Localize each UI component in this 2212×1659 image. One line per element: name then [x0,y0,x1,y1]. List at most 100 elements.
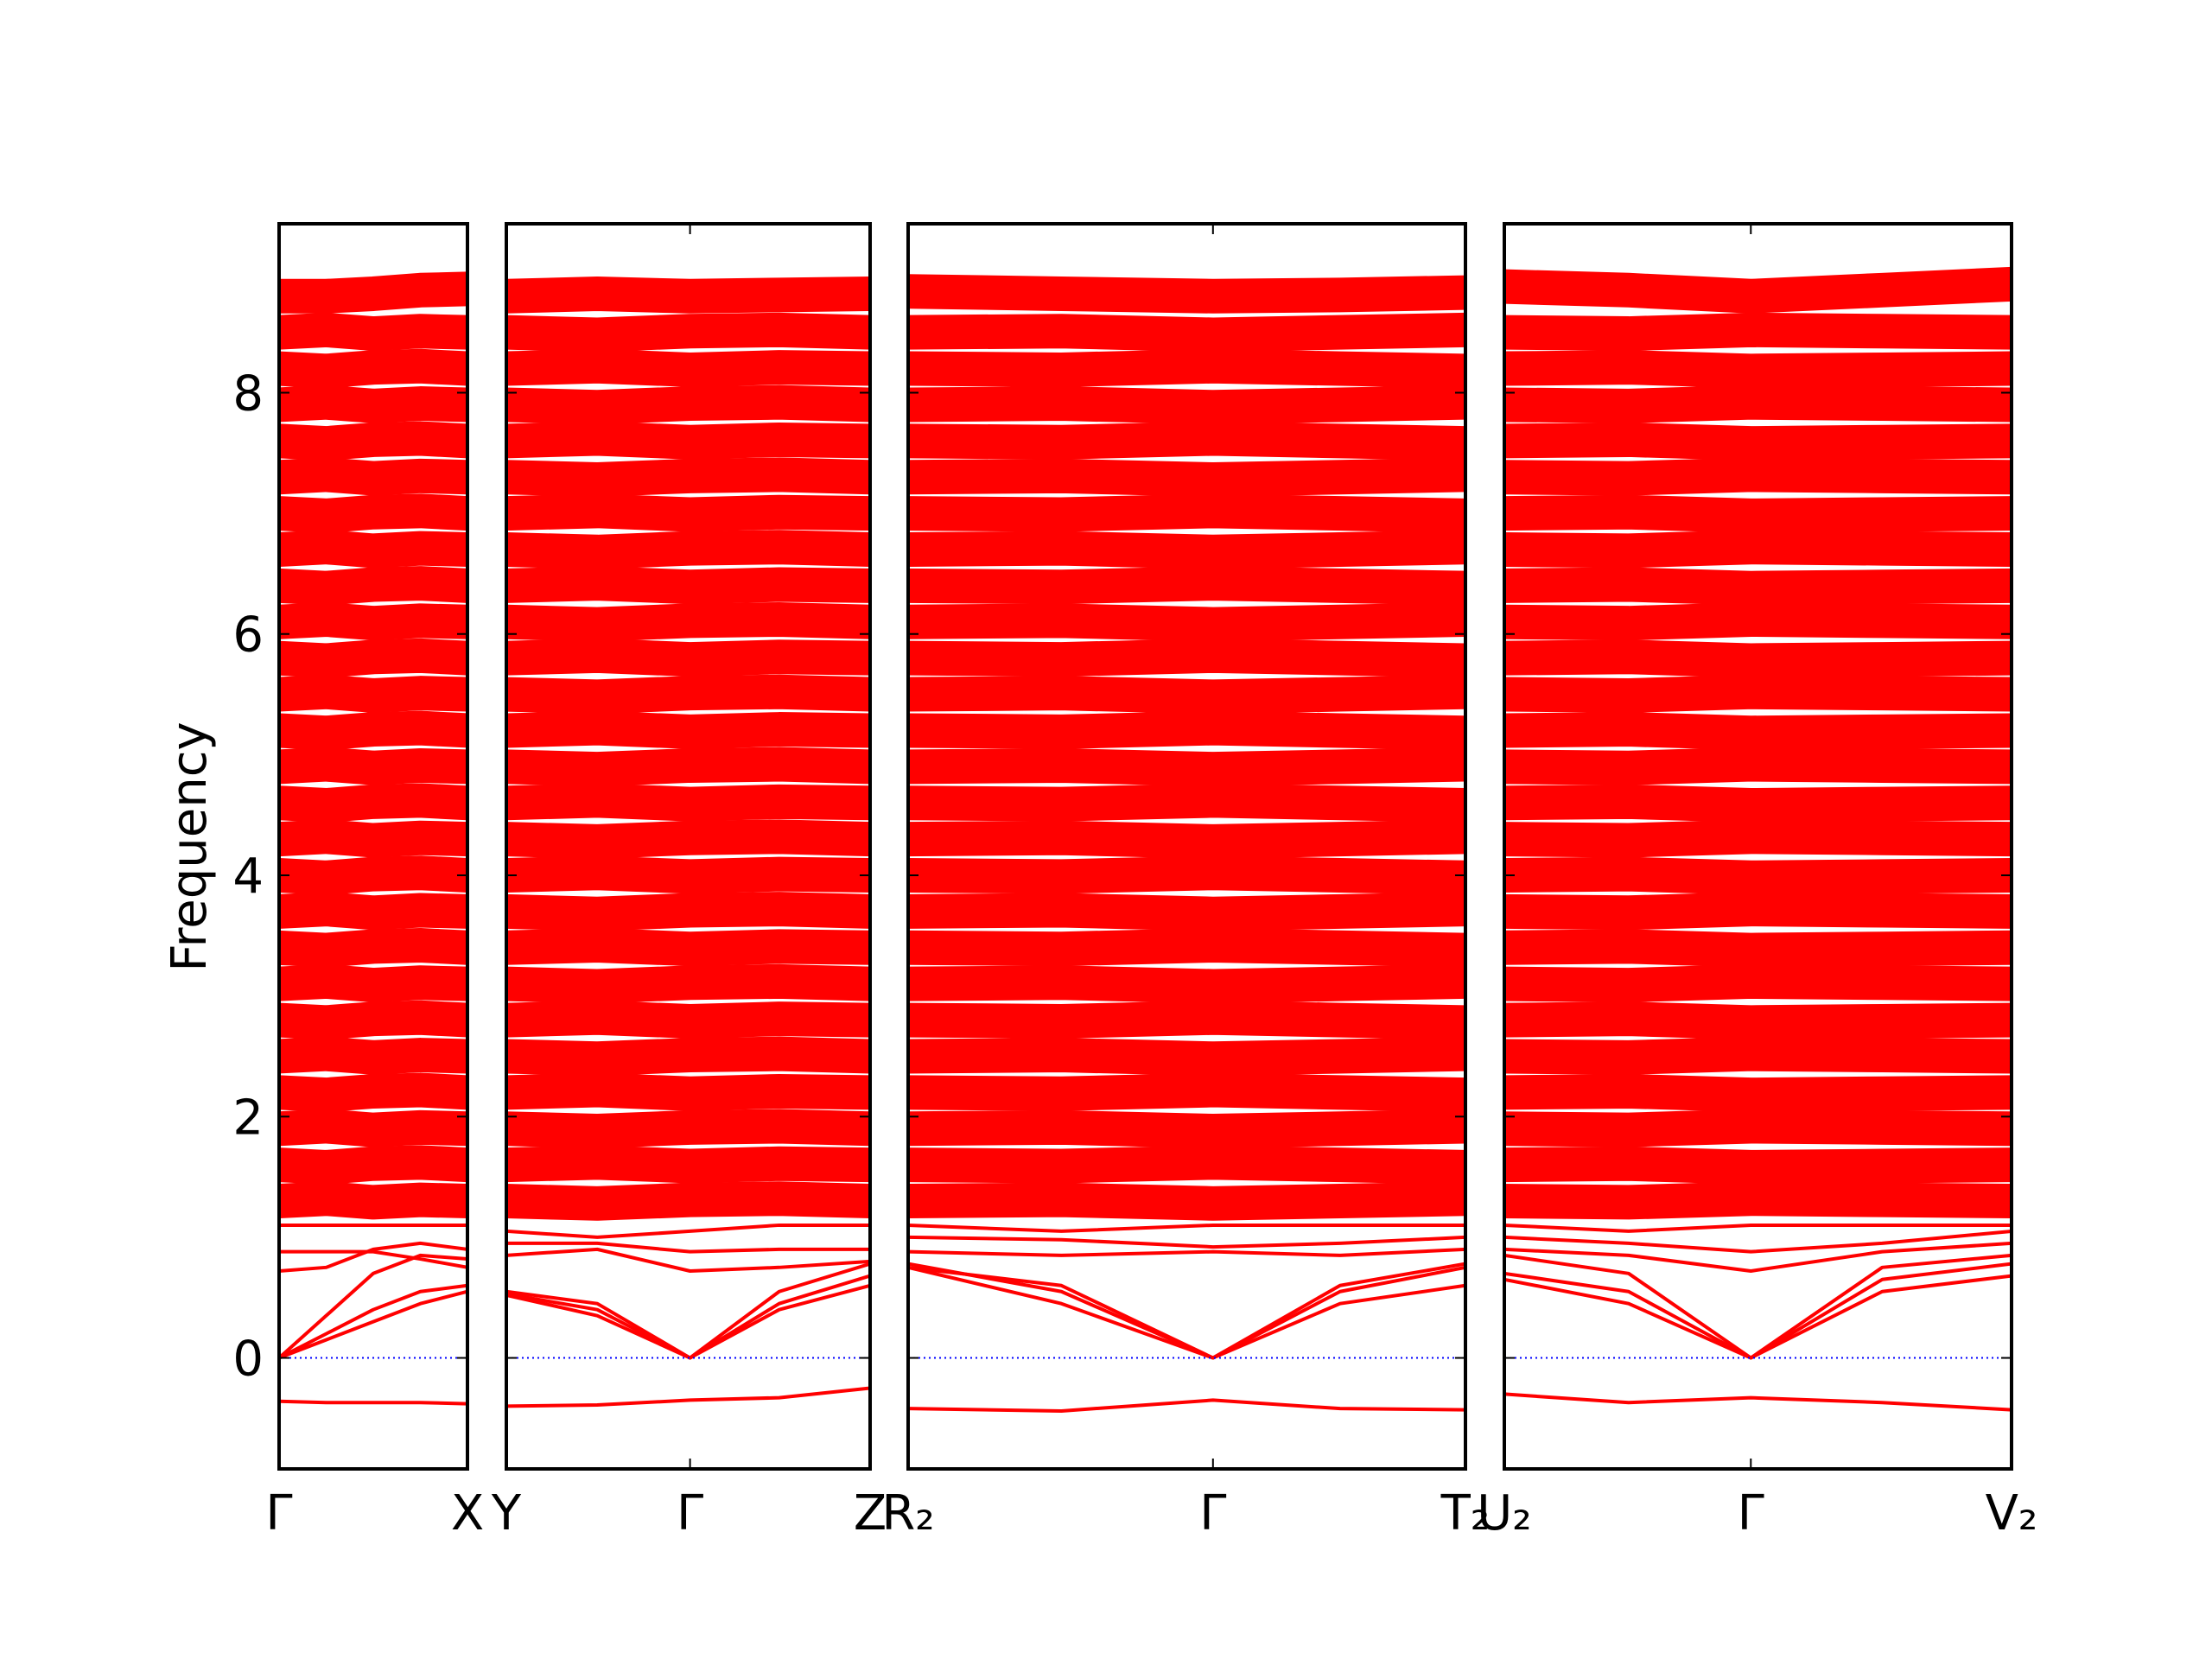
band-line [279,1249,467,1269]
band-line [506,1223,870,1239]
band-line [1504,819,2012,858]
x-tick-label: Γ [265,1485,292,1541]
y-tick-label: 0 [232,1332,264,1388]
band-line [1504,929,2012,968]
band-line [279,385,467,423]
x-tick-label: R₂ [881,1485,934,1541]
band-line [279,1241,467,1273]
band-line [1504,1392,2012,1412]
band-line [1504,639,2012,678]
band-line [506,601,870,642]
x-tick-label: Z [854,1485,887,1541]
panel-frame [1503,222,2013,1471]
panel-3 [1504,266,2012,1412]
band-line [1504,963,2012,1003]
band-line [506,783,870,822]
band-line [506,819,870,859]
band-line [506,1247,870,1273]
panel-0 [279,271,467,1406]
band-line [1504,1036,2012,1075]
band-line [908,674,1465,715]
band-line [279,1036,467,1075]
band-line [908,819,1465,859]
band-line [1504,1181,2012,1220]
band-line [279,819,467,858]
band-line [506,421,870,460]
band-line [279,457,467,496]
band-line [279,312,467,352]
band-line [908,855,1465,895]
band-line [279,1399,467,1406]
band-line [506,855,870,894]
band-line [908,601,1465,642]
band-line [506,1241,870,1254]
band-line [1504,712,2012,751]
band-line [1504,892,2012,931]
band-line [506,348,870,387]
band-line [1504,784,2012,823]
band-line [908,928,1465,968]
band-line [506,566,870,605]
band-line [1504,1223,2012,1233]
y-axis-label: Frequency [162,721,218,971]
band-line [279,855,467,895]
band-line [908,1036,1465,1077]
band-line [1504,674,2012,713]
band-line [1504,312,2012,352]
band-line [908,493,1465,533]
y-tick-label: 2 [232,1090,264,1146]
band-line [279,1181,467,1220]
band-line [908,783,1465,823]
band-line [506,312,870,353]
band-line [279,1145,467,1185]
band-line [908,1262,1465,1360]
band-line [1504,601,2012,641]
band-line [1504,1001,2012,1040]
band-line [1504,1241,2012,1273]
band-line [908,530,1465,569]
x-tick-label: V₂ [1986,1485,2038,1541]
band-line [908,1247,1465,1257]
band-line [1504,856,2012,895]
band-line [279,1283,467,1360]
panel-frame [277,222,469,1471]
band-line [1504,747,2012,785]
band-line [279,1000,467,1040]
band-line [908,1000,1465,1040]
band-line [506,1145,870,1184]
band-line [506,892,870,931]
band-line [279,1253,467,1360]
x-tick-label: Γ [1199,1485,1226,1541]
band-line [279,601,467,641]
band-line [506,1283,870,1360]
band-line [506,1000,870,1039]
band-line [279,674,467,713]
band-line [506,1072,870,1111]
band-line [908,385,1465,425]
band-line [908,566,1465,606]
band-line [908,1223,1465,1233]
band-line [908,312,1465,353]
band-line [279,1109,467,1147]
band-line [908,710,1465,751]
x-tick-label: Y [491,1485,522,1541]
band-line [279,783,467,823]
band-line [908,421,1465,461]
band-line [1504,1146,2012,1185]
band-line [1504,350,2012,389]
band-line [1504,494,2012,533]
band-line [279,638,467,678]
band-line [908,1235,1465,1249]
panel-1 [506,276,870,1408]
band-line [506,747,870,787]
band-line [279,892,467,931]
band-line [506,674,870,715]
band-line [279,928,467,968]
band-line [1504,266,2012,314]
band-line [1504,1274,2012,1360]
band-line [279,566,467,606]
band-line [279,493,467,533]
band-line [279,530,467,569]
band-line [1504,457,2012,496]
band-line [279,1289,467,1360]
